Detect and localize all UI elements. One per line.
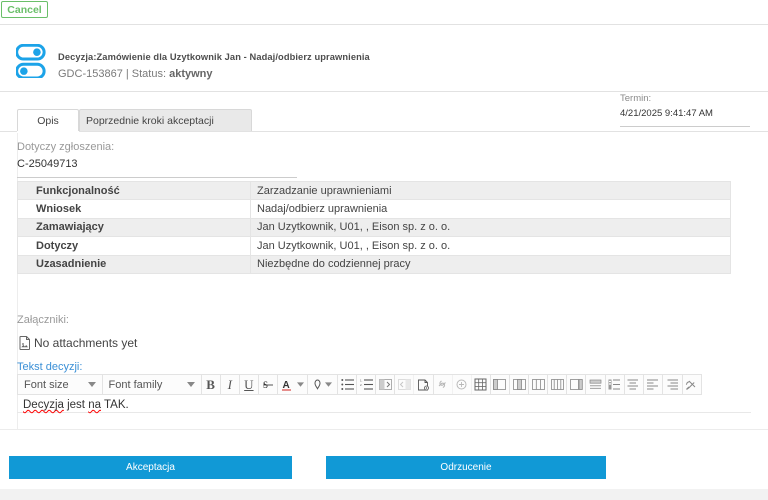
svg-text:2.: 2.: [360, 383, 363, 387]
svg-text:1.: 1.: [360, 379, 363, 383]
